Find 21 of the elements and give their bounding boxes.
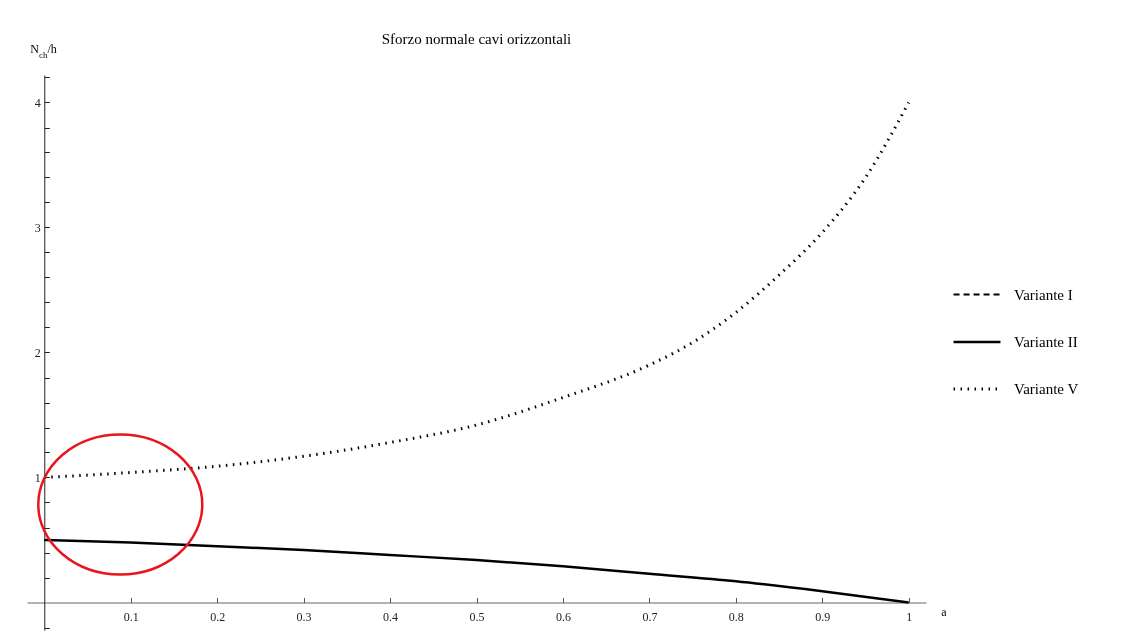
legend-label: Variante V [1014,381,1079,397]
x-tick-label: 0.3 [296,610,312,624]
line-series [43,538,910,604]
x-tick-label: 0.8 [728,610,744,624]
x-tick-label: 0.6 [555,610,571,624]
x-axis-title: a [941,605,948,619]
y-axis-title: N$_{ch}$/h [30,42,57,60]
y-tick-label: 2 [34,346,41,360]
x-tick-label: 0.2 [210,610,226,624]
x-tick-label: 0.5 [469,610,485,624]
legend-label: Variante II [1014,334,1078,350]
y-tick-label: 3 [34,221,41,235]
y-tick-label: 1 [34,471,41,485]
x-tick-label: 0.7 [642,610,658,624]
x-tick-label: 0.1 [123,610,139,624]
x-tick-label: 0.9 [815,610,831,624]
x-tick-label: 0.4 [383,610,399,624]
x-tick-label: 1 [906,610,913,624]
chart-title: Sforzo normale cavi orizzontali [381,31,572,47]
legend-label: Variante I [1014,286,1073,303]
y-tick-label: 4 [34,96,41,110]
